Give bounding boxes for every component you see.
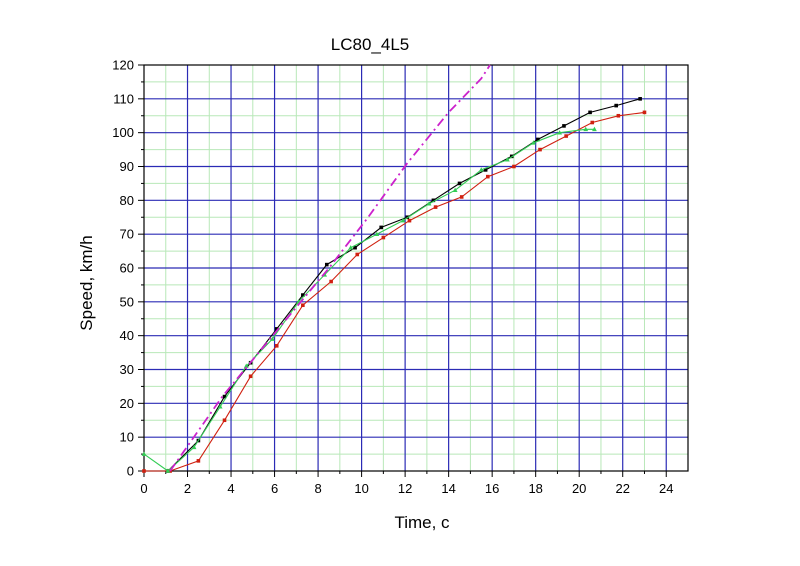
- x-tick-label: 16: [485, 481, 499, 496]
- series-3-point: [165, 468, 171, 473]
- series-1-point: [431, 198, 436, 203]
- series-2-point: [381, 235, 386, 240]
- series-1-point: [457, 181, 462, 186]
- series-3-point: [269, 336, 275, 341]
- series-3-point: [452, 187, 458, 192]
- series-3-point: [400, 218, 406, 223]
- y-tick-label: 90: [120, 159, 134, 174]
- y-tick-label: 120: [112, 58, 134, 73]
- series-1-point: [379, 225, 383, 230]
- series-1-point: [274, 327, 279, 331]
- series-2-point: [196, 459, 201, 463]
- x-tick-label: 4: [227, 481, 234, 496]
- series-3-point: [592, 126, 597, 132]
- chart-title: LC80_4L5: [331, 35, 409, 54]
- y-tick-label: 80: [120, 193, 134, 208]
- series-3-point: [426, 201, 432, 206]
- y-tick-label: 20: [120, 396, 134, 411]
- series-1-point: [324, 262, 329, 267]
- series-2-point: [538, 147, 542, 152]
- series-1-point: [614, 103, 618, 108]
- series-3-point: [141, 451, 147, 456]
- series-1-point: [353, 245, 357, 250]
- series-1-point: [562, 124, 566, 128]
- series-1-point: [588, 110, 592, 115]
- y-axis-title: Speed, km/h: [77, 235, 96, 330]
- series-2-point: [142, 469, 146, 473]
- y-tick-label: 0: [127, 464, 134, 479]
- y-tick-label: 10: [120, 430, 134, 445]
- series-2-point: [512, 164, 516, 169]
- series-2-point: [616, 113, 621, 118]
- y-tick-label: 30: [120, 362, 134, 377]
- series-3-point: [531, 140, 536, 145]
- series-2-point: [486, 174, 490, 179]
- series-2-point: [248, 374, 253, 379]
- series-3-point: [191, 444, 197, 450]
- series-line-4: [169, 64, 491, 472]
- y-tick-label: 50: [120, 294, 134, 309]
- x-tick-label: 8: [314, 481, 321, 496]
- series-3-point: [504, 157, 510, 162]
- x-tick-label: 2: [184, 481, 191, 496]
- series-2-point: [222, 418, 227, 423]
- x-tick-label: 0: [140, 481, 147, 496]
- x-tick-label: 12: [398, 481, 412, 496]
- y-tick-label: 60: [120, 261, 134, 276]
- x-tick-label: 22: [615, 481, 629, 496]
- series-1-point: [638, 97, 642, 101]
- series-1-point: [301, 293, 305, 297]
- y-tick-label: 70: [120, 227, 134, 242]
- x-tick-label: 20: [572, 481, 586, 496]
- y-tick-label: 100: [112, 125, 134, 140]
- y-tick-label: 110: [113, 91, 134, 106]
- series-2-point: [301, 303, 305, 308]
- series-3-point: [557, 130, 563, 135]
- series-2-point: [329, 279, 333, 284]
- series-line-2: [144, 111, 645, 472]
- series-2-point: [355, 252, 360, 257]
- series-2-point: [274, 344, 279, 348]
- series-3-point: [583, 126, 589, 132]
- series-2-point: [459, 195, 464, 199]
- x-tick-label: 14: [441, 481, 455, 496]
- x-tick-label: 6: [271, 481, 278, 496]
- series-2-point: [407, 218, 412, 223]
- x-tick-label: 24: [659, 481, 673, 496]
- series-2-point: [642, 110, 647, 115]
- x-tick-label: 10: [354, 481, 368, 496]
- x-axis-title: Time, c: [394, 513, 450, 532]
- series-3-point: [348, 245, 354, 250]
- series-1-point: [483, 168, 488, 172]
- series-1-point: [536, 137, 540, 142]
- series-2-point: [564, 134, 568, 138]
- y-tick-label: 40: [120, 328, 134, 343]
- series-2-point: [590, 120, 595, 125]
- x-tick-label: 18: [528, 481, 542, 496]
- series-2-point: [433, 205, 438, 209]
- series-1-point: [222, 394, 227, 399]
- series-3-point: [243, 363, 249, 368]
- series-3-point: [374, 231, 380, 236]
- series-3-point: [478, 167, 484, 172]
- plot-area: 0 2 4 6 8 10 12 14 16 18 20 22 240102030405060708090…: [112, 58, 689, 496]
- series-3-point: [217, 404, 223, 409]
